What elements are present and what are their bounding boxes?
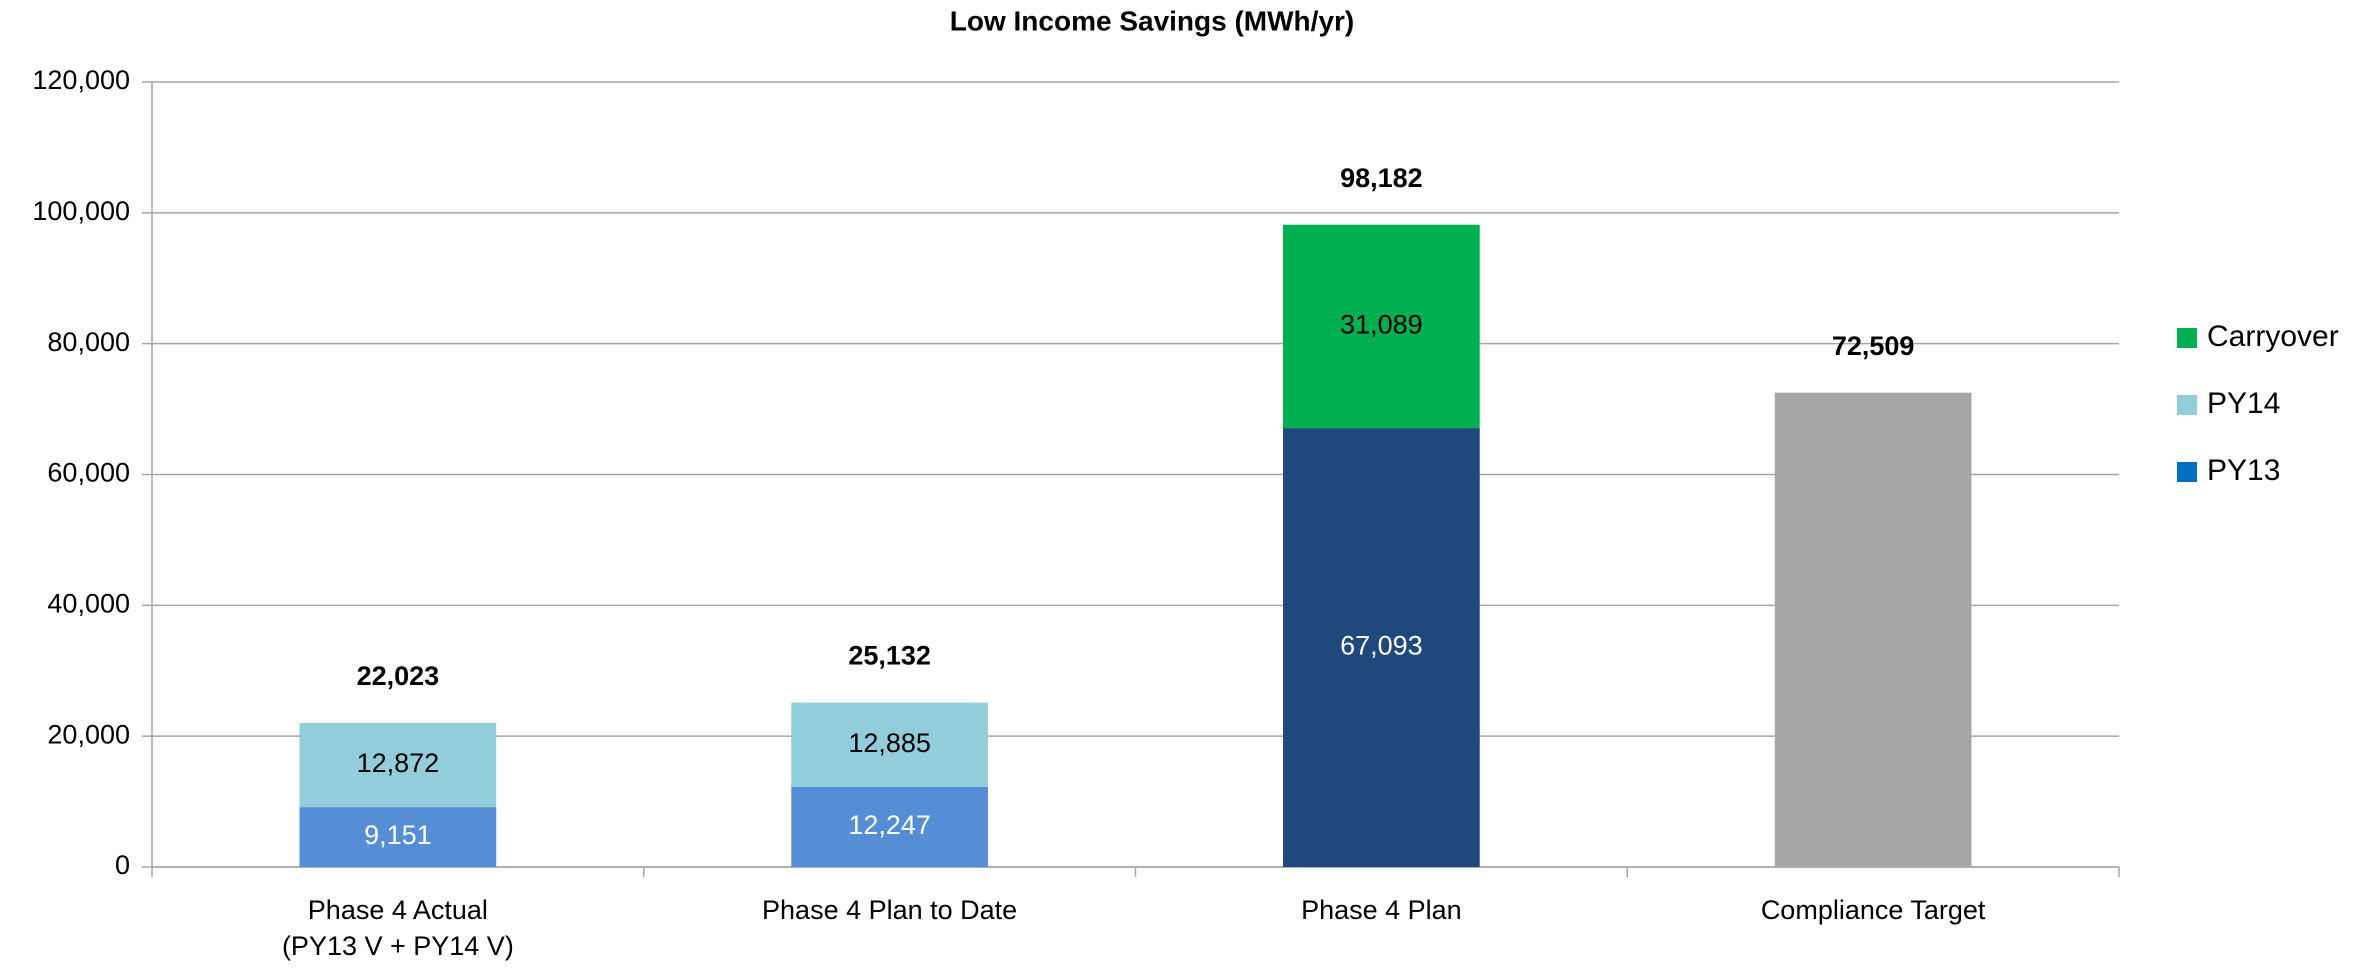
legend-label: PY14 <box>2207 387 2280 420</box>
y-tick-label: 60,000 <box>47 458 130 488</box>
total-label: 72,509 <box>1832 331 1915 361</box>
data-label: 9,151 <box>364 820 432 850</box>
data-label: 12,872 <box>357 748 440 778</box>
bar-segment <box>1283 224 1480 429</box>
bar-segment <box>1283 428 1480 867</box>
data-label: 12,885 <box>848 728 931 758</box>
data-label: 67,093 <box>1340 631 1423 661</box>
bar-segment <box>299 807 497 867</box>
y-tick-label: 120,000 <box>32 65 130 95</box>
legend-label: Carryover <box>2207 320 2339 353</box>
bar-segment <box>299 722 497 808</box>
legend-swatch <box>2177 395 2197 415</box>
bar-segment <box>1774 392 1972 867</box>
x-tick-label: Phase 4 Plan <box>1301 895 1462 925</box>
x-tick-label: Compliance Target <box>1761 895 1986 925</box>
total-label: 25,132 <box>848 641 931 671</box>
y-tick-label: 40,000 <box>47 588 130 618</box>
legend-swatch <box>2177 462 2197 482</box>
x-tick-label: Phase 4 Actual (PY13 V + PY14 V) <box>282 895 514 961</box>
x-tick-label: Phase 4 Plan to Date <box>762 895 1017 925</box>
y-tick-label: 100,000 <box>32 196 130 226</box>
bar-segment <box>791 702 988 787</box>
y-tick-label: 0 <box>115 850 130 880</box>
y-tick-label: 20,000 <box>47 719 130 749</box>
total-label: 22,023 <box>357 661 440 691</box>
chart-title: Low Income Savings (MWh/yr) <box>950 5 1354 36</box>
bar-segment <box>791 786 988 867</box>
y-tick-label: 80,000 <box>47 327 130 357</box>
total-label: 98,182 <box>1340 163 1423 193</box>
data-label: 12,247 <box>848 810 931 840</box>
legend-label: PY13 <box>2207 454 2280 487</box>
data-label: 31,089 <box>1340 310 1423 340</box>
legend-swatch <box>2177 328 2197 348</box>
